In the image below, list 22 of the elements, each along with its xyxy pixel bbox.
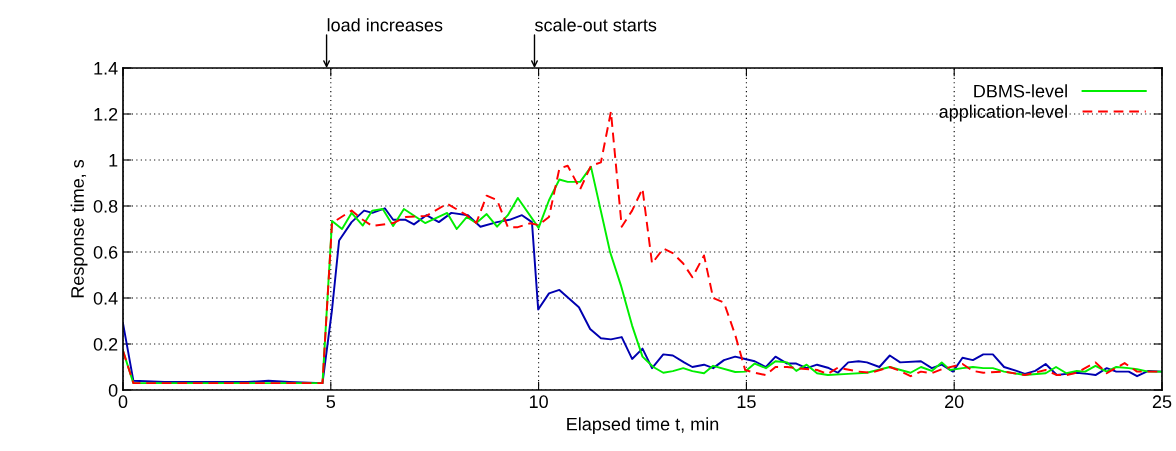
x-tick-label: 5 — [326, 395, 336, 409]
y-tick-label: 0.2 — [93, 337, 118, 351]
legend-label: application-level — [939, 104, 1067, 122]
y-tick-label: 0 — [108, 383, 118, 397]
text: load increases — [327, 18, 443, 32]
y-tick-label: 0.4 — [93, 291, 118, 305]
y-axis-title: Response time, s — [70, 159, 88, 298]
y-tick-label: 1 — [109, 154, 118, 167]
legend-label: DBMS-level — [974, 84, 1067, 98]
line-series — [123, 165, 1162, 385]
x-tick-label: 15 — [737, 395, 756, 409]
x-tick-label: 0 — [118, 395, 128, 409]
y-tick-label: 1.2 — [94, 107, 118, 121]
x-axis-title: Elapsed time t, min — [567, 417, 719, 435]
x-tick-label: 10 — [529, 395, 548, 409]
line-series — [123, 207, 1162, 385]
y-tick-label: 1.4 — [94, 62, 118, 75]
x-tick-label: 20 — [945, 395, 964, 409]
y-tick-label: 0.8 — [93, 199, 118, 213]
x-tick-label: 25 — [1152, 395, 1172, 409]
text: scale-out starts — [534, 18, 657, 32]
y-tick-label: 0.6 — [93, 245, 118, 259]
